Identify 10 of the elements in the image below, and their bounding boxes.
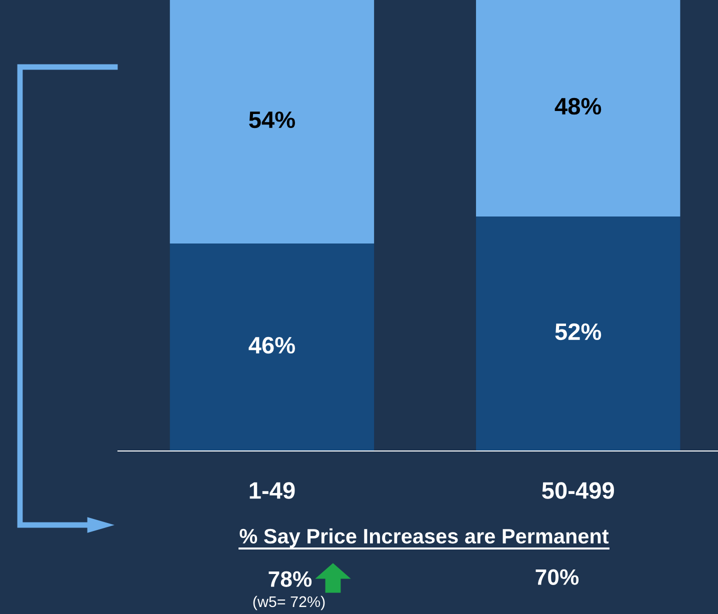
data-label: 46% bbox=[248, 336, 295, 354]
text: % Say Price Increases are Permanent bbox=[240, 528, 609, 548]
text: 70% bbox=[536, 569, 579, 585]
x-tick-label: 1-49 bbox=[250, 482, 295, 499]
data-label: 52% bbox=[555, 323, 602, 340]
x-tick-label: 50-499 bbox=[542, 482, 614, 499]
data-label: 48% bbox=[554, 98, 602, 115]
data-label: 54% bbox=[249, 111, 295, 128]
text: 78% bbox=[268, 571, 312, 587]
text: (w5= 72%) bbox=[253, 596, 325, 610]
